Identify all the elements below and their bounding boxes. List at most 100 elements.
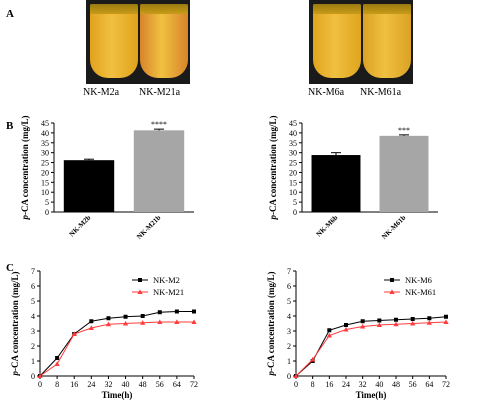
data-point-nk-m6	[427, 316, 432, 321]
y-tick-label: 0	[293, 208, 297, 217]
data-point-nk-m6	[394, 317, 398, 322]
data-point-nk-m6	[377, 318, 382, 323]
y-tick-label: 7	[287, 267, 291, 276]
y-tick-label: 20	[41, 168, 49, 177]
y-tick-label: 20	[289, 168, 297, 177]
data-point-nk-m2	[192, 309, 196, 314]
data-point-nk-m21	[54, 361, 60, 366]
y-tick-label: 15	[41, 178, 49, 187]
x-tick-label: 8	[55, 380, 59, 389]
x-tick-label: 24	[87, 380, 95, 389]
x-tick-label: 56	[409, 380, 417, 389]
data-point-nk-m6	[327, 328, 332, 333]
tube-nk-m6a	[313, 4, 361, 78]
data-point-nk-m21	[140, 320, 146, 325]
x-tick-label: 72	[190, 380, 198, 389]
x-tick-label: 0	[294, 380, 298, 389]
data-point-nk-m21	[37, 373, 43, 378]
y-axis-label: p-CA concentration (mg/L)	[20, 116, 30, 221]
legend-label: NK-M6	[405, 275, 432, 285]
legend-marker	[138, 278, 142, 282]
legend-marker	[389, 289, 395, 294]
data-point-nk-m21	[105, 321, 112, 327]
y-tick-label: 30	[289, 149, 297, 158]
data-point-nk-m61	[293, 373, 299, 378]
x-tick-label: 24	[342, 380, 350, 389]
y-tick-label: 0	[31, 372, 35, 381]
y-axis-label: p-CA concentration (mg/L)	[266, 272, 276, 377]
y-tick-label: 6	[287, 282, 291, 291]
x-tick-label: 16	[325, 380, 333, 389]
data-point-nk-m21	[88, 325, 94, 330]
data-point-nk-m6	[444, 314, 448, 319]
significance-label: ***	[398, 126, 410, 135]
x-axis-label: Time(h)	[102, 390, 133, 400]
y-tick-label: 45	[41, 119, 49, 128]
y-tick-label: 5	[45, 198, 49, 207]
y-tick-label: 40	[41, 129, 49, 138]
tube-photo-left	[86, 0, 190, 84]
tube-label-nk-m2a: NK-M2a	[83, 87, 120, 98]
x-tick-label: 48	[392, 380, 400, 389]
data-point-nk-m61	[326, 332, 332, 338]
y-tick-label: 35	[41, 139, 49, 148]
series-line-nk-m21	[39, 321, 194, 377]
tube-label-nk-m21a: NK-M21a	[139, 87, 181, 98]
panel-letter-a: A	[6, 8, 14, 20]
y-tick-label: 40	[289, 129, 297, 138]
x-tick-label: 48	[139, 380, 147, 389]
data-point-nk-m2	[174, 309, 179, 314]
y-tick-label: 2	[287, 342, 291, 351]
bar-nk-m6b	[311, 155, 361, 212]
x-tick-label: 32	[359, 380, 367, 389]
x-tick-label: 64	[173, 380, 181, 389]
y-tick-label: 5	[293, 198, 297, 207]
y-tick-label: 2	[31, 342, 35, 351]
data-point-nk-m61	[410, 320, 416, 326]
data-point-nk-m6	[344, 323, 348, 327]
series-line-nk-m61	[295, 321, 447, 377]
panel-letter-c: C	[6, 262, 14, 274]
data-point-nk-m21	[191, 319, 197, 324]
data-point-nk-m2	[157, 310, 162, 315]
tube-nk-m2a	[90, 4, 138, 78]
legend-label: NK-M61	[405, 287, 436, 297]
data-point-nk-m61	[310, 356, 316, 362]
tube-photo-right	[309, 0, 413, 84]
y-axis-label: p-CA concentration (mg/L)	[10, 272, 20, 377]
legend-marker	[390, 278, 394, 282]
y-tick-label: 6	[31, 282, 35, 291]
data-point-nk-m61	[360, 323, 366, 329]
y-tick-label: 7	[31, 267, 35, 276]
y-tick-label: 5	[287, 297, 291, 306]
data-point-nk-m6	[360, 319, 365, 324]
x-tick-label: 0	[38, 380, 42, 389]
x-tick-label: 8	[311, 380, 315, 389]
data-point-nk-m2	[123, 314, 128, 319]
data-point-nk-m21	[71, 331, 77, 336]
legend-label: NK-M2	[153, 275, 180, 285]
data-point-nk-m61	[376, 322, 382, 327]
y-axis-label: p-CA concentration (mg/L)	[268, 116, 278, 221]
y-tick-label: 4	[31, 312, 35, 321]
y-tick-label: 0	[45, 208, 49, 217]
data-point-nk-m2	[106, 316, 111, 321]
x-tick-label: 40	[122, 380, 130, 389]
x-axis-label: Time(h)	[356, 390, 387, 400]
data-point-nk-m61	[343, 326, 349, 332]
y-tick-label: 45	[289, 119, 297, 128]
y-tick-label: 10	[41, 188, 49, 197]
x-tick-label: 56	[156, 380, 164, 389]
data-point-nk-m2	[89, 319, 94, 324]
data-point-nk-m2	[140, 314, 145, 318]
data-point-nk-m6	[410, 317, 415, 321]
y-tick-label: 5	[31, 297, 35, 306]
y-tick-label: 3	[287, 327, 291, 336]
data-point-nk-m61	[443, 319, 449, 324]
x-tick-label: 64	[425, 380, 433, 389]
y-tick-label: 4	[287, 312, 291, 321]
series-line-nk-m6	[295, 316, 447, 377]
